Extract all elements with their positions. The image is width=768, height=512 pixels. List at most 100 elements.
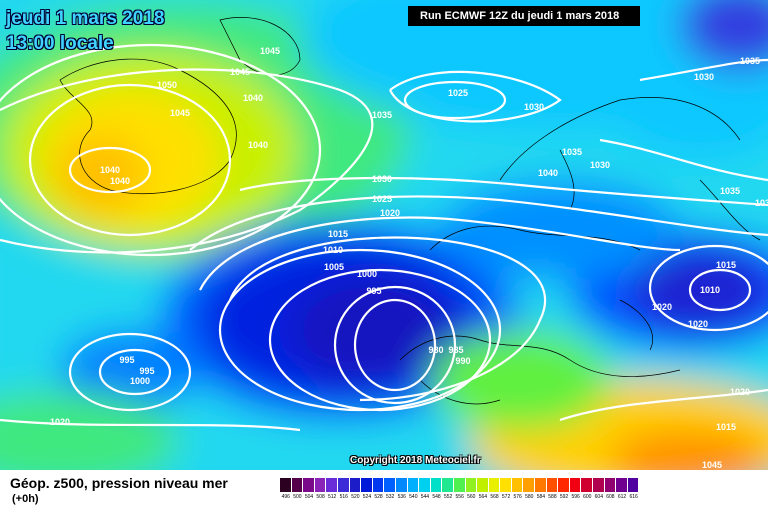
scale-tick-label: 496: [281, 494, 290, 500]
isobar-label: 1035: [372, 110, 392, 120]
scale-cell: [419, 478, 431, 492]
scale-tick-label: 600: [583, 494, 592, 500]
isobar-label: 1040: [110, 176, 130, 186]
scale-cell: [604, 478, 617, 492]
isobar-label: 1035: [562, 147, 582, 157]
isobar-label: 1000: [130, 376, 150, 386]
isobar-label: 1010: [323, 245, 343, 255]
isobar-label: 980: [428, 345, 443, 355]
scale-cell: [280, 478, 292, 492]
scale-tick-label: 544: [420, 494, 430, 500]
scale-cell: [303, 478, 315, 492]
run-info-banner: Run ECMWF 12Z du jeudi 1 mars 2018: [408, 6, 640, 26]
scale-tick-label: 588: [548, 494, 557, 500]
scale-cell: [430, 478, 443, 492]
isobar-label: 1030: [694, 72, 714, 82]
scale-cell: [372, 478, 385, 492]
scale-cell: [488, 478, 501, 492]
isobar-label: 1015: [716, 422, 736, 432]
isobar-label: 1040: [243, 93, 263, 103]
scale-cell: [326, 478, 338, 492]
scale-cell: [546, 478, 559, 492]
isobar-label: 1035: [755, 198, 768, 208]
scale-tick-label: 508: [316, 494, 325, 500]
scale-cell: [627, 478, 640, 492]
scale-tick-label: 616: [629, 494, 638, 500]
scale-cell: [535, 478, 547, 492]
isobar-label: 995: [366, 286, 381, 296]
scale-tick-label: 512: [328, 494, 337, 500]
isobar-label: 1040: [538, 168, 558, 178]
isobar-label: 990: [455, 356, 470, 366]
scale-tick-label: 520: [351, 494, 360, 500]
scale-cell: [361, 478, 373, 492]
scale-tick-label: 592: [559, 494, 569, 500]
scale-tick-label: 560: [467, 494, 476, 500]
map-time: 13:00 locale: [6, 33, 114, 54]
scale-tick-label: 536: [397, 494, 406, 500]
isobar-label: 1020: [652, 302, 672, 312]
scale-tick-label: 580: [525, 494, 534, 500]
scale-tick-label: 524: [362, 494, 372, 500]
scale-cell: [593, 478, 605, 492]
scale-tick-label: 568: [490, 494, 499, 500]
isobar-label: 1020: [380, 208, 400, 218]
scale-cell: [511, 478, 524, 492]
coastlines: [59, 17, 761, 405]
isobar-label: 1045: [702, 460, 722, 470]
isobar-label: 1045: [230, 67, 250, 77]
map-date: jeudi 1 mars 2018: [6, 8, 165, 29]
scale-tick-label: 604: [594, 494, 603, 500]
scale-cell: [477, 478, 489, 492]
scale-cell: [337, 478, 350, 492]
isobar-label: 1020: [688, 319, 708, 329]
isobar-label: 1035: [740, 56, 760, 66]
scale-cell: [569, 478, 582, 492]
scale-cell: [349, 478, 362, 492]
isobar-label: 1000: [357, 269, 377, 279]
isobar-label: 1005: [324, 262, 344, 272]
isobar-label: 1040: [248, 140, 268, 150]
isobar-label: 1025: [448, 88, 468, 98]
scale-tick-label: 500: [293, 494, 302, 500]
isobar-label: 1010: [700, 285, 720, 295]
z500-map: 1045104510501040104510401040104010351025…: [0, 0, 768, 470]
scale-cell: [581, 478, 594, 492]
color-scale-ticks: 496 500 504 508 512 516 520 524 528 532 536 540 544 5…: [280, 494, 639, 500]
isobar-label: 985: [448, 345, 463, 355]
legend-subtitle: (+0h): [12, 493, 39, 505]
scale-cell: [395, 478, 408, 492]
scale-tick-label: 528: [374, 494, 383, 500]
isobar-label: 1030: [590, 160, 610, 170]
scale-cell: [616, 478, 628, 492]
scale-tick-label: 532: [385, 494, 395, 500]
isobar-label: 1015: [716, 260, 736, 270]
isobar-label: 1020: [50, 417, 70, 427]
scale-cell: [442, 478, 454, 492]
copyright-text: Copyright 2018 Meteociel.fr: [350, 455, 481, 466]
isobar-label: 1040: [100, 165, 120, 175]
scale-tick-label: 576: [513, 494, 522, 500]
scale-cell: [558, 478, 570, 492]
isobars: [0, 43, 768, 432]
scale-tick-label: 596: [571, 494, 580, 500]
scale-cell: [500, 478, 512, 492]
scale-tick-label: 540: [409, 494, 418, 500]
isobar-label: 1015: [328, 229, 348, 239]
scale-tick-label: 556: [455, 494, 464, 500]
scale-cell: [314, 478, 327, 492]
isobar-label: 1045: [260, 46, 280, 56]
scale-cell: [453, 478, 466, 492]
scale-tick-label: 548: [432, 494, 441, 500]
isobar-label: 1050: [157, 80, 177, 90]
scale-cell: [523, 478, 536, 492]
isobar-labels: 1045104510501040104510401040104010351025…: [50, 46, 768, 470]
isobar-label: 1025: [372, 194, 392, 204]
legend-footer: Géop. z500, pression niveau mer (+0h) 49…: [0, 470, 768, 512]
scale-tick-label: 584: [536, 494, 546, 500]
isobar-label: 995: [139, 366, 154, 376]
scale-cell: [384, 478, 396, 492]
isobar-label: 1030: [372, 174, 392, 184]
scale-tick-label: 564: [478, 494, 488, 500]
